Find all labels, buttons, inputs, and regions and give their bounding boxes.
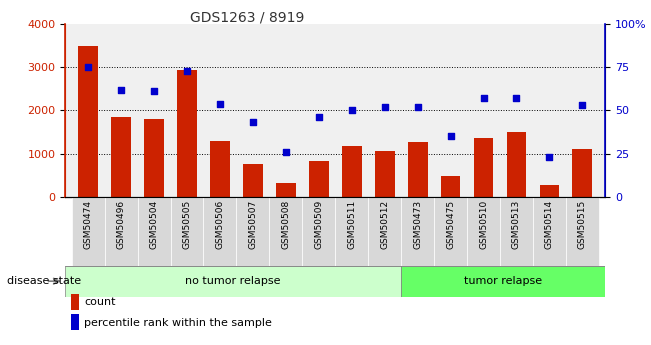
Text: tumor relapse: tumor relapse — [464, 276, 542, 286]
Bar — [302, 197, 335, 266]
Bar — [111, 117, 131, 197]
Bar — [434, 197, 467, 266]
Bar — [500, 197, 533, 266]
Text: GSM50496: GSM50496 — [117, 200, 126, 249]
Bar — [335, 197, 368, 266]
Text: GSM50510: GSM50510 — [479, 200, 488, 249]
Bar — [572, 149, 592, 197]
Bar — [441, 176, 460, 197]
Text: GSM50512: GSM50512 — [380, 200, 389, 249]
Bar — [368, 197, 401, 266]
Text: no tumor relapse: no tumor relapse — [186, 276, 281, 286]
Bar — [375, 151, 395, 197]
Bar — [72, 197, 105, 266]
Bar — [243, 164, 263, 197]
Point — [445, 134, 456, 139]
Text: GSM50509: GSM50509 — [314, 200, 324, 249]
Bar — [533, 197, 566, 266]
Point — [215, 101, 225, 106]
Bar — [144, 119, 164, 197]
Bar — [474, 138, 493, 197]
Bar — [401, 266, 605, 297]
Point — [577, 102, 588, 108]
Bar — [540, 185, 559, 197]
Bar — [171, 197, 204, 266]
Point — [314, 115, 324, 120]
Point — [511, 96, 521, 101]
Text: GDS1263 / 8919: GDS1263 / 8919 — [190, 10, 305, 24]
Point — [413, 104, 423, 110]
Bar — [309, 161, 329, 197]
Text: disease state: disease state — [7, 276, 81, 286]
Bar — [78, 46, 98, 197]
Bar — [342, 146, 361, 197]
Point — [116, 87, 126, 92]
Text: GSM50515: GSM50515 — [578, 200, 587, 249]
Point — [83, 65, 93, 70]
Text: percentile rank within the sample: percentile rank within the sample — [84, 317, 272, 327]
Point — [149, 89, 159, 94]
Point — [380, 104, 390, 110]
Bar — [210, 141, 230, 197]
Bar — [506, 131, 527, 197]
Text: GSM50514: GSM50514 — [545, 200, 554, 249]
Bar — [270, 197, 302, 266]
Point — [544, 154, 555, 160]
Text: count: count — [84, 297, 115, 307]
Bar — [65, 266, 401, 297]
Bar — [105, 197, 137, 266]
Text: GSM50507: GSM50507 — [249, 200, 257, 249]
Text: GSM50511: GSM50511 — [347, 200, 356, 249]
Text: GSM50505: GSM50505 — [182, 200, 191, 249]
Point — [478, 96, 489, 101]
Bar — [137, 197, 171, 266]
Bar — [70, 294, 79, 310]
Point — [182, 68, 192, 73]
Point — [247, 120, 258, 125]
Bar — [236, 197, 270, 266]
Point — [281, 149, 291, 155]
Text: GSM50474: GSM50474 — [84, 200, 92, 249]
Text: GSM50508: GSM50508 — [281, 200, 290, 249]
Text: GSM50513: GSM50513 — [512, 200, 521, 249]
Text: GSM50473: GSM50473 — [413, 200, 422, 249]
Point — [346, 108, 357, 113]
Bar — [177, 70, 197, 197]
Text: GSM50475: GSM50475 — [446, 200, 455, 249]
Bar — [401, 197, 434, 266]
Text: GSM50506: GSM50506 — [215, 200, 225, 249]
Bar — [204, 197, 236, 266]
Text: GSM50504: GSM50504 — [150, 200, 159, 249]
Bar — [408, 142, 428, 197]
Bar — [566, 197, 599, 266]
Bar — [276, 183, 296, 197]
Bar — [70, 315, 79, 330]
Bar — [467, 197, 500, 266]
